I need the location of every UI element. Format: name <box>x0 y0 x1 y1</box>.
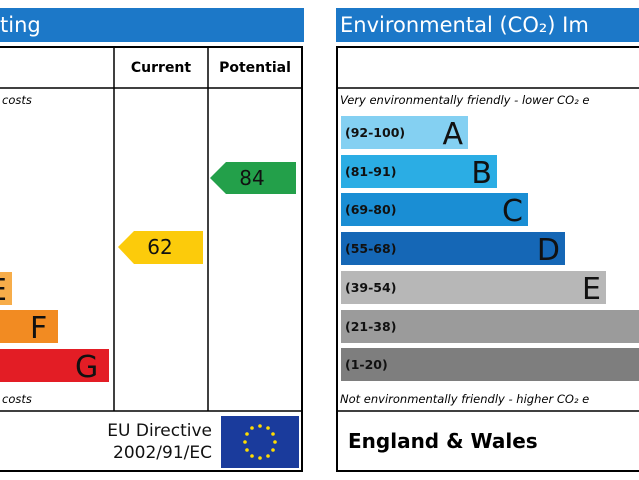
band-range: (1-20) <box>345 357 388 372</box>
panel-frame <box>336 46 639 472</box>
band-letter: E <box>0 273 7 308</box>
panel-title: ting <box>0 13 41 37</box>
bottom-note: costs <box>2 392 32 406</box>
potential-arrow <box>210 162 296 194</box>
band-letter: G <box>75 350 98 385</box>
top-note: Very environmentally friendly - lower CO… <box>340 93 589 107</box>
footer-text: EU Directive <box>107 421 212 441</box>
band-g <box>0 349 109 382</box>
band-range: (39-54) <box>345 280 396 295</box>
region-label: England & Wales <box>348 429 538 453</box>
current-rating: 62 <box>147 235 172 259</box>
environmental-panel: Environmental (CO₂) Im Very environmenta… <box>336 8 639 472</box>
eu-stars <box>243 424 277 460</box>
potential-rating: 84 <box>239 166 264 190</box>
band-group: (92-100) A (81-91) B (69-80) C (55-68) D (39-54)… <box>341 116 639 381</box>
energy-panel: ting Current Potential costs E F G 62 84… <box>0 8 304 472</box>
band-letter: A <box>442 117 463 152</box>
top-note: costs <box>2 93 32 107</box>
band-range: (21-38) <box>345 319 396 334</box>
panel-frame <box>0 46 303 472</box>
band-letter: F <box>638 311 639 346</box>
band-range: (69-80) <box>345 202 396 217</box>
band-range: (55-68) <box>345 241 396 256</box>
panel-title: Environmental (CO₂) Im <box>340 13 589 37</box>
band-e <box>0 272 12 305</box>
band-letter: E <box>582 272 601 307</box>
band-letter: C <box>502 194 523 229</box>
column-header: Current <box>131 60 192 76</box>
band <box>341 193 528 226</box>
footer-text: 2002/91/EC <box>113 443 212 463</box>
column-header: Potential <box>219 60 291 76</box>
eu-flag <box>221 416 299 468</box>
band <box>341 116 468 149</box>
band <box>341 310 639 343</box>
band-letter: B <box>471 156 492 191</box>
band-letter: F <box>30 311 47 346</box>
bottom-note: Not environmentally friendly - higher CO… <box>340 392 589 406</box>
band <box>341 348 639 381</box>
title-bar <box>0 8 304 42</box>
band <box>341 271 606 304</box>
band-letter: D <box>537 233 560 268</box>
band <box>341 155 497 188</box>
band <box>341 232 565 265</box>
title-bar <box>336 8 639 42</box>
band-range: (81-91) <box>345 164 396 179</box>
band-range: (92-100) <box>345 125 405 140</box>
current-arrow <box>118 231 203 264</box>
band-f <box>0 310 58 343</box>
